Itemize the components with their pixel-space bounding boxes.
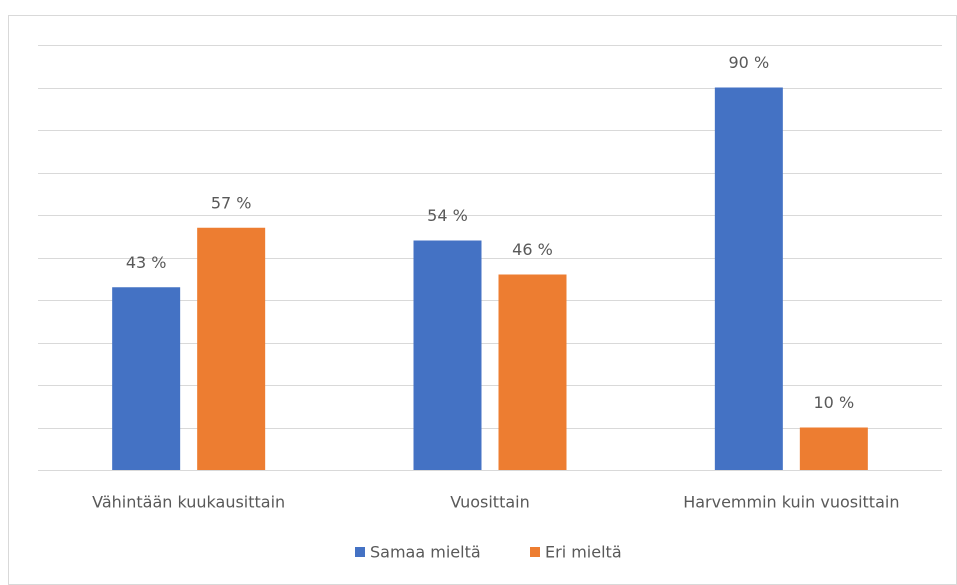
bar xyxy=(112,287,181,470)
bar xyxy=(197,227,266,470)
bar xyxy=(498,274,567,470)
legend-swatch xyxy=(530,547,540,557)
data-label: 10 % xyxy=(814,393,855,412)
bar xyxy=(413,240,482,470)
data-label: 43 % xyxy=(126,253,167,272)
data-label: 57 % xyxy=(211,193,252,212)
bar xyxy=(714,87,783,470)
data-label: 46 % xyxy=(512,240,553,259)
legend-swatch xyxy=(355,547,365,557)
x-tick-label: Vuosittain xyxy=(450,493,530,512)
data-label: 90 % xyxy=(729,53,770,72)
legend-label: Eri mieltä xyxy=(545,543,622,562)
data-label: 54 % xyxy=(427,206,468,225)
bar xyxy=(799,427,868,470)
x-tick-label: Harvemmin kuin vuosittain xyxy=(683,493,899,512)
legend-label: Samaa mieltä xyxy=(370,543,481,562)
x-tick-label: Vähintään kuukausittain xyxy=(92,493,285,512)
